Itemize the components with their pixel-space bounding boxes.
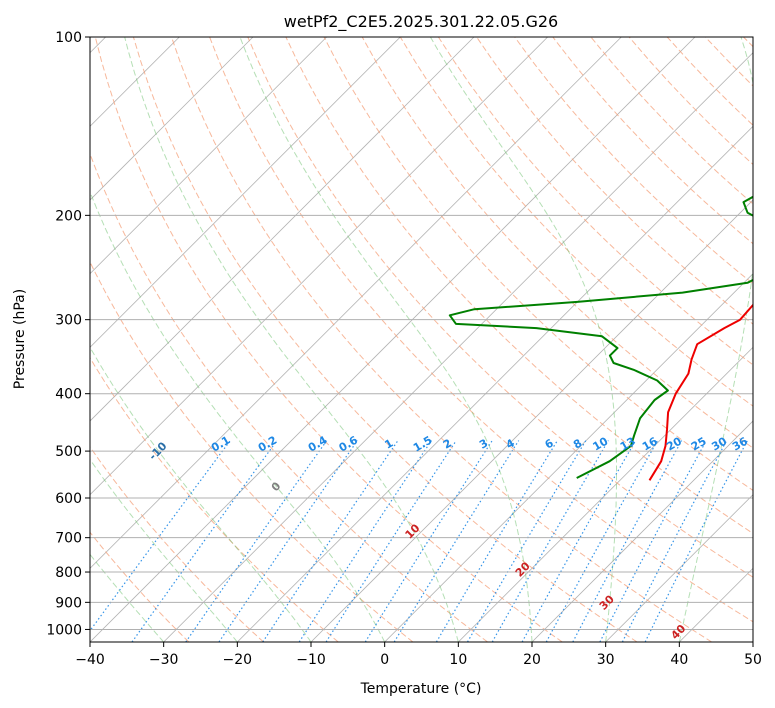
isotherm-line (605, 494, 753, 642)
x-tick-label: 50 (744, 652, 762, 668)
background-lines (90, 37, 753, 642)
x-axis: −40 −30 −20 −10 0 10 20 30 40 50 (75, 642, 762, 668)
dry-adiabat-line (90, 260, 414, 642)
y-tick-label: 100 (55, 30, 82, 46)
x-tick-label: 0 (380, 652, 389, 668)
dry-adiabat-line (90, 152, 488, 642)
mixing-ratio-line (466, 440, 587, 642)
dewpoint-profile-line (448, 195, 753, 479)
pressure-gridlines (90, 37, 753, 630)
plot-frame (89, 36, 754, 643)
x-tick-label: 30 (597, 652, 615, 668)
x-tick-label: −40 (75, 652, 105, 668)
y-tick-label: 600 (55, 491, 82, 507)
y-tick-label: 800 (55, 565, 82, 581)
isotherm-line (90, 37, 254, 201)
isotherm-line (90, 37, 548, 496)
moist-adiabat-line (239, 37, 533, 642)
mixing-ratio-line (572, 440, 683, 642)
dry-adiabat-line (437, 37, 753, 366)
dry-adiabat-line (247, 37, 753, 578)
dry-adiabat-line (90, 446, 264, 642)
isotherm-line (237, 125, 753, 642)
isotherm-line (90, 37, 475, 422)
isotherm-line (90, 37, 622, 569)
y-tick-label: 500 (55, 444, 82, 460)
dry-adiabat-line (285, 37, 753, 535)
y-tick-label: 300 (55, 313, 82, 329)
moist-adiabat-line (90, 458, 238, 642)
moist-adiabat-line (678, 37, 753, 642)
moist-adiabat-line (90, 190, 386, 642)
dry-adiabat-line (209, 37, 753, 623)
dry-adiabat-line (361, 37, 753, 449)
mixing-ratio-line (545, 440, 659, 642)
mixing-ratio-line (644, 440, 748, 642)
mixing-ratio-line (364, 440, 493, 642)
x-axis-label: Temperature (°C) (360, 681, 482, 697)
sounding-profiles (448, 195, 753, 481)
y-tick-label: 200 (55, 208, 82, 224)
dry-adiabat-line (90, 531, 190, 642)
y-tick-label: 700 (55, 531, 82, 547)
dry-adiabat-line (94, 37, 563, 642)
x-tick-label: 20 (523, 652, 541, 668)
y-axis: 100 200 300 400 500 600 700 800 900 1000 (46, 30, 90, 638)
isotherm-line (458, 346, 753, 642)
moist-adiabat-line (90, 346, 312, 642)
x-tick-label: 10 (449, 652, 467, 668)
x-tick-label: −10 (296, 652, 326, 668)
dry-adiabat-line (132, 37, 638, 642)
dry-adiabat-line (90, 356, 339, 642)
y-tick-label: 1000 (46, 622, 82, 638)
chart-title: wetPf2_C2E5.2025.301.22.05.G26 (284, 12, 558, 32)
mixing-ratio-line (90, 440, 231, 632)
moist-adiabat-line (429, 37, 617, 642)
isotherm-line (531, 420, 753, 642)
mixing-ratio-line (131, 440, 278, 642)
mixing-ratio-line (325, 440, 457, 642)
y-axis-label: Pressure (hPa) (12, 289, 28, 389)
isotherm-line (384, 273, 753, 642)
mixing-ratio-line (185, 440, 328, 642)
moist-adiabat-line (124, 37, 459, 642)
x-tick-label: −20 (223, 652, 253, 668)
y-tick-label: 900 (55, 595, 82, 611)
x-tick-label: −30 (149, 652, 179, 668)
mixing-ratio-line (298, 440, 432, 642)
mixing-ratio-line (262, 440, 399, 642)
mixing-ratio-line (393, 440, 520, 642)
isotherm-line (90, 37, 327, 275)
temperature-profile-line (648, 303, 753, 481)
isotherm-line (90, 37, 401, 348)
dry-adiabat-line (399, 37, 753, 407)
mixing-ratio-line (491, 440, 609, 642)
isotherm-line (163, 52, 753, 642)
isotherm-line (90, 37, 696, 642)
mixing-ratio-line (521, 440, 637, 642)
dry-adiabat-line (171, 37, 712, 642)
moist-adiabat-line (90, 553, 165, 642)
y-tick-label: 400 (55, 387, 82, 403)
x-tick-label: 40 (670, 652, 688, 668)
mixing-ratio-line (435, 440, 558, 642)
